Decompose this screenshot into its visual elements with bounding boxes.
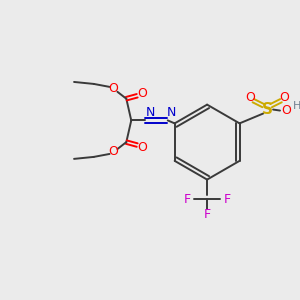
Text: H: H bbox=[292, 100, 300, 111]
Text: S: S bbox=[262, 102, 273, 117]
Text: O: O bbox=[109, 146, 118, 158]
Text: O: O bbox=[137, 87, 147, 100]
Text: N: N bbox=[145, 106, 155, 119]
Text: F: F bbox=[184, 193, 191, 206]
Text: F: F bbox=[223, 193, 230, 206]
Text: O: O bbox=[279, 91, 289, 104]
Text: N: N bbox=[167, 106, 176, 119]
Text: F: F bbox=[203, 208, 211, 220]
Text: O: O bbox=[109, 82, 118, 95]
Text: O: O bbox=[137, 140, 147, 154]
Text: O: O bbox=[245, 91, 255, 104]
Text: O: O bbox=[281, 104, 291, 117]
